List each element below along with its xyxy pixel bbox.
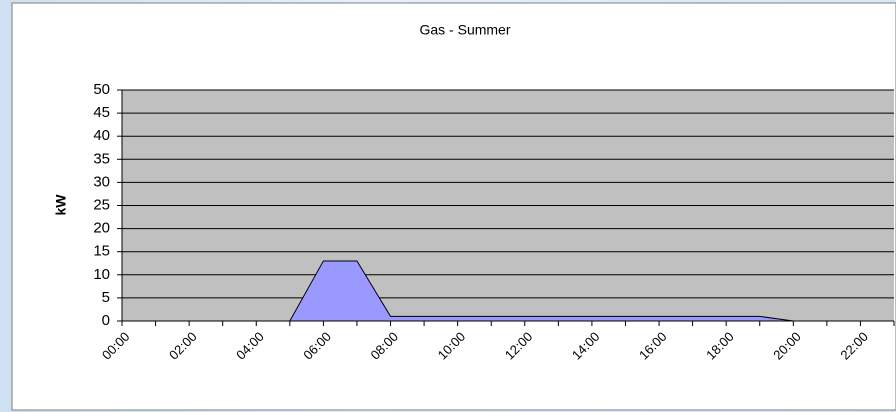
y-tick-label: 5: [102, 289, 110, 306]
y-tick-label: 35: [93, 150, 110, 167]
y-tick-label: 10: [93, 266, 110, 283]
y-axis-label: kW: [53, 194, 69, 216]
y-tick-label: 0: [102, 312, 110, 329]
y-tick-label: 15: [93, 243, 110, 260]
chart-title: Gas - Summer: [419, 22, 510, 38]
y-tick-label: 50: [93, 81, 110, 98]
y-tick-label: 20: [93, 220, 110, 237]
y-tick-label: 30: [93, 173, 110, 190]
y-tick-label: 40: [93, 127, 110, 144]
y-tick-label: 45: [93, 104, 110, 121]
y-tick-label: 25: [93, 196, 110, 213]
